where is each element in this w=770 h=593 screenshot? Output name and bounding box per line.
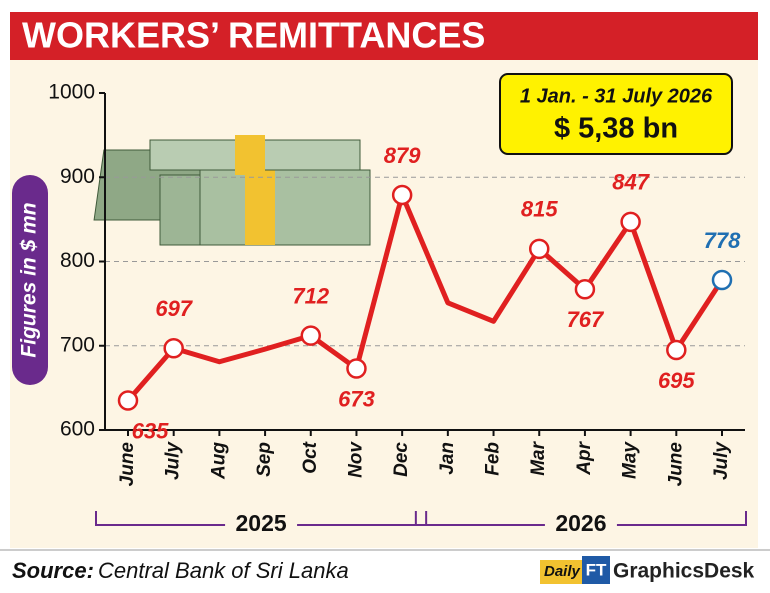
- value-label: 695: [658, 368, 695, 393]
- marker: [574, 279, 596, 300]
- x-tick-label: Jan: [437, 442, 458, 475]
- title-banner: [10, 12, 758, 60]
- credit-ft: FT: [586, 560, 607, 579]
- value-label: 767: [567, 307, 605, 332]
- x-tick-label: Mar: [528, 440, 549, 475]
- marker: [528, 238, 550, 260]
- y-label-pill: [12, 175, 48, 385]
- value-label: 697: [155, 296, 193, 321]
- x-tick-label: Apr: [574, 440, 595, 475]
- x-tick-label: Aug: [208, 442, 229, 480]
- marker: [620, 211, 641, 233]
- value-label: 673: [338, 386, 375, 411]
- x-tick-label: June: [665, 442, 686, 487]
- annotation-period: 1 Jan. - 31 July 2026: [520, 85, 713, 107]
- money-illustration: [93, 135, 371, 246]
- source-label: Source:: [12, 558, 94, 583]
- chart-title: WORKERS’ REMITTANCES: [22, 15, 485, 56]
- y-tick-label: 800: [60, 249, 95, 272]
- line: [126, 192, 725, 403]
- y-tick-label: 600: [60, 418, 95, 441]
- x-tick-label: Dec: [391, 442, 412, 477]
- credit-daily: Daily: [544, 563, 581, 580]
- value-label: 712: [292, 283, 329, 308]
- value-label: 635: [132, 418, 169, 443]
- marker: [391, 184, 413, 206]
- year-label-bg: [225, 511, 298, 539]
- marker: [346, 358, 367, 379]
- value-label: 847: [612, 170, 650, 195]
- x-tick-label: June: [117, 442, 138, 487]
- year-label-bg: [544, 511, 617, 539]
- y-tick-label: 900: [60, 165, 95, 188]
- y-axis-label: Figures in $ mn: [18, 202, 41, 357]
- annotation-total: $ 5,38 bn: [554, 113, 678, 145]
- source: Central Bank of Sri Lanka: [98, 558, 349, 583]
- value-label: 778: [704, 228, 741, 253]
- logo-ft-bg: [582, 556, 610, 584]
- x-tick-label: Oct: [300, 441, 321, 473]
- marker: [163, 338, 184, 359]
- x-tick-label: July: [163, 441, 184, 480]
- y-tick-label: 1000: [48, 81, 95, 104]
- x-tick-label: May: [620, 441, 641, 479]
- marker: [300, 325, 322, 346]
- credit-desk: GraphicsDesk: [613, 560, 755, 583]
- x-tick-label: Feb: [483, 442, 504, 476]
- marker: [711, 269, 733, 291]
- x-tick-label: Nov: [345, 441, 366, 478]
- value-label: 879: [384, 143, 421, 168]
- value-label: 815: [521, 197, 558, 222]
- annotation-box: [499, 73, 733, 155]
- logo-bg: [540, 560, 582, 584]
- x-tick-label: July: [711, 441, 732, 480]
- year-label: 2025: [235, 510, 286, 536]
- y-tick-label: 700: [60, 333, 95, 356]
- x-tick-label: Sep: [254, 442, 275, 477]
- marker: [666, 339, 687, 361]
- marker: [117, 390, 139, 411]
- year-label: 2026: [555, 510, 606, 536]
